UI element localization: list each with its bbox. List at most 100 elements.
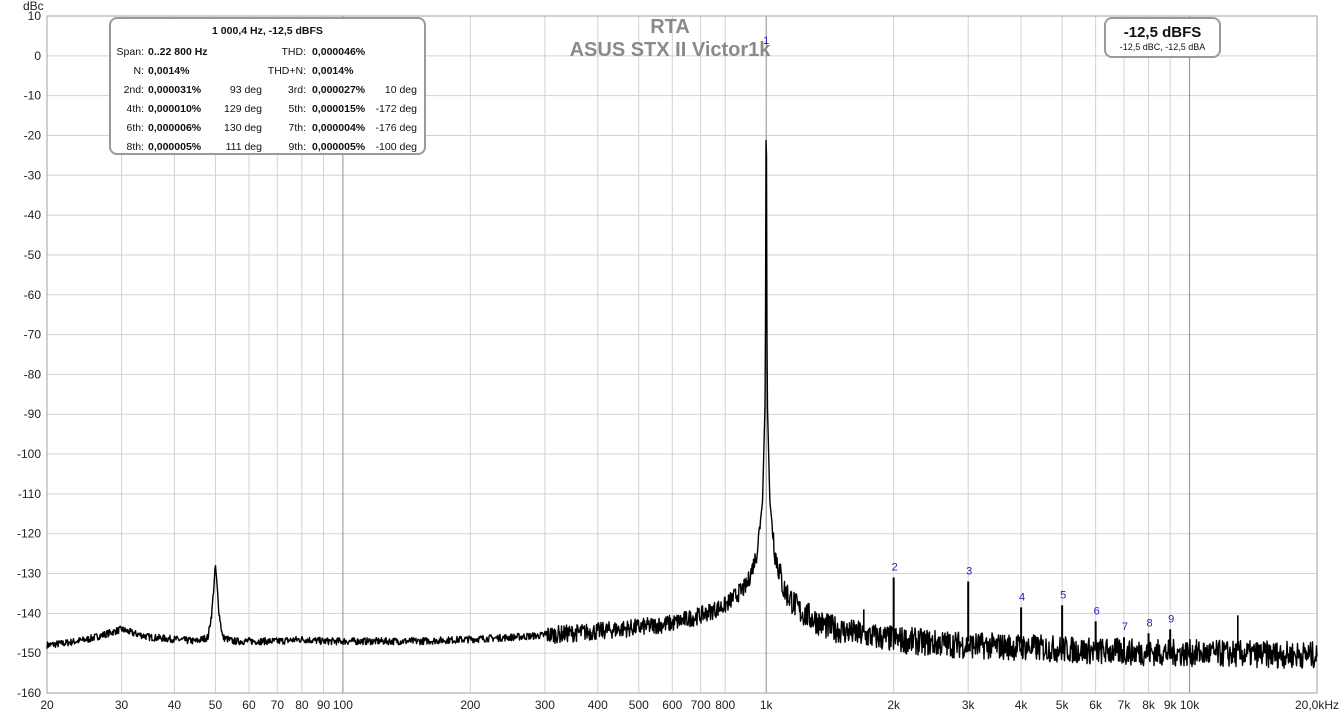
x-tick-label: 5k xyxy=(1056,698,1070,712)
x-tick-label: 50 xyxy=(209,698,223,712)
x-tick-label: 400 xyxy=(588,698,608,712)
harmonic-label: 2 xyxy=(892,562,898,574)
harmonic-label: 9 xyxy=(1168,613,1174,625)
y-tick-label: -100 xyxy=(17,447,41,461)
harmonic-phase: 129 deg xyxy=(224,103,262,115)
x-tick-label: 700 xyxy=(691,698,711,712)
harmonic-label: 4 xyxy=(1019,591,1025,603)
harmonic-value: 0,000027% xyxy=(312,84,366,96)
level-readout-panel: -12,5 dBFS -12,5 dBC, -12,5 dBA xyxy=(1104,17,1221,58)
noise-value: 0,0014% xyxy=(148,65,190,77)
span-value: 0..22 800 Hz xyxy=(148,46,208,58)
x-tick-label: 600 xyxy=(662,698,682,712)
x-tick-label: 800 xyxy=(715,698,735,712)
harmonic-value: 0,000005% xyxy=(148,141,202,153)
harmonic-label: 7 xyxy=(1122,621,1128,633)
harmonic-value: 0,000005% xyxy=(312,141,366,153)
y-tick-label: -110 xyxy=(18,487,41,501)
harmonic-value: 0,000010% xyxy=(148,103,202,115)
harmonic-label: 6 xyxy=(1094,605,1100,617)
fundamental-marker: 1 xyxy=(763,35,769,47)
harmonic-phase: 111 deg xyxy=(225,141,262,153)
plot-frame xyxy=(46,15,1318,694)
chart-subtitle: ASUS STX II Victor1k xyxy=(570,39,772,61)
harmonic-label: 9th: xyxy=(288,141,306,153)
harmonic-label: 3 xyxy=(966,565,972,577)
y-tick-label: -130 xyxy=(17,567,41,581)
harmonic-label: 7th: xyxy=(288,122,306,134)
harmonic-markers: 1 2 3 4 5 6 7 8 9 xyxy=(763,35,1239,650)
thd-value: 0,000046% xyxy=(312,46,366,58)
harmonic-label: 6th: xyxy=(126,122,144,134)
y-tick-label: -120 xyxy=(17,527,41,541)
x-tick-label: 9k xyxy=(1164,698,1178,712)
y-tick-label: 0 xyxy=(34,49,41,63)
harmonic-label: 5th: xyxy=(288,103,306,115)
harmonic-label: 8 xyxy=(1146,617,1152,629)
x-tick-label: 200 xyxy=(460,698,480,712)
x-tick-label: 60 xyxy=(242,698,256,712)
thdn-value: 0,0014% xyxy=(312,65,354,77)
y-tick-label: -20 xyxy=(24,128,42,142)
stats-header: 1 000,4 Hz, -12,5 dBFS xyxy=(212,25,323,37)
thdn-label: THD+N: xyxy=(267,65,306,77)
y-tick-label: -80 xyxy=(24,367,42,381)
x-tick-label: 90 xyxy=(317,698,331,712)
harmonic-value: 0,000015% xyxy=(312,103,366,115)
y-tick-label: -30 xyxy=(24,168,42,182)
x-tick-label: 300 xyxy=(535,698,555,712)
y-tick-label: -40 xyxy=(24,208,42,222)
harmonic-phase: 93 deg xyxy=(229,84,262,96)
y-tick-label: 10 xyxy=(28,9,42,23)
x-tick-label: 40 xyxy=(168,698,182,712)
harmonic-label: 3rd: xyxy=(287,84,306,96)
harmonic-label: 4th: xyxy=(126,103,144,115)
x-tick-label: 100 xyxy=(333,698,353,712)
axes xyxy=(46,15,1318,694)
x-tick-label: 70 xyxy=(271,698,285,712)
span-label: Span: xyxy=(116,46,144,58)
x-tick-label: 500 xyxy=(629,698,649,712)
x-tick-label: 6k xyxy=(1089,698,1103,712)
y-tick-label: -10 xyxy=(24,89,42,103)
x-tick-label: 20 xyxy=(40,698,54,712)
x-tick-label: 30 xyxy=(115,698,129,712)
x-tick-label: 3k xyxy=(962,698,976,712)
y-tick-label: -150 xyxy=(17,646,41,660)
harmonic-phase: -172 deg xyxy=(375,103,417,115)
harmonic-value: 0,000006% xyxy=(148,122,202,134)
y-tick-label: -60 xyxy=(24,288,42,302)
spectrum-series xyxy=(46,139,1318,669)
x-tick-label: 20,0kHz xyxy=(1295,698,1339,712)
chart-title: RTA xyxy=(650,16,690,38)
level-weighted: -12,5 dBC, -12,5 dBA xyxy=(1119,42,1206,52)
distortion-stats-panel: 1 000,4 Hz, -12,5 dBFS Span: 0..22 800 H… xyxy=(109,17,426,155)
tick-labels: 100-10-20-30-40-50-60-70-80-90-100-110-1… xyxy=(17,9,1339,712)
harmonic-phase: -176 deg xyxy=(375,122,417,134)
harmonic-phase: 10 deg xyxy=(384,84,417,96)
harmonic-value: 0,000031% xyxy=(148,84,202,96)
x-tick-label: 10k xyxy=(1180,698,1200,712)
y-tick-label: -70 xyxy=(24,328,42,342)
y-tick-label: -140 xyxy=(17,606,41,620)
x-tick-label: 80 xyxy=(295,698,309,712)
harmonic-label: 5 xyxy=(1060,589,1066,601)
thd-label: THD: xyxy=(281,46,307,58)
y-tick-label: -160 xyxy=(17,686,41,700)
harmonic-phase: 130 deg xyxy=(224,122,262,134)
x-tick-label: 7k xyxy=(1118,698,1132,712)
spectrum-trace xyxy=(46,139,1318,669)
harmonic-label: 2nd: xyxy=(123,84,144,96)
x-tick-label: 8k xyxy=(1142,698,1156,712)
level-main: -12,5 dBFS xyxy=(1123,24,1202,41)
x-tick-label: 2k xyxy=(887,698,901,712)
y-tick-label: -50 xyxy=(24,248,42,262)
x-tick-label: 4k xyxy=(1015,698,1029,712)
y-tick-label: -90 xyxy=(24,407,42,421)
harmonic-phase: -100 deg xyxy=(375,141,417,153)
x-tick-label: 1k xyxy=(760,698,774,712)
y-axis-unit: dBc xyxy=(23,0,44,13)
noise-label: N: xyxy=(133,65,145,77)
harmonic-value: 0,000004% xyxy=(312,122,366,134)
